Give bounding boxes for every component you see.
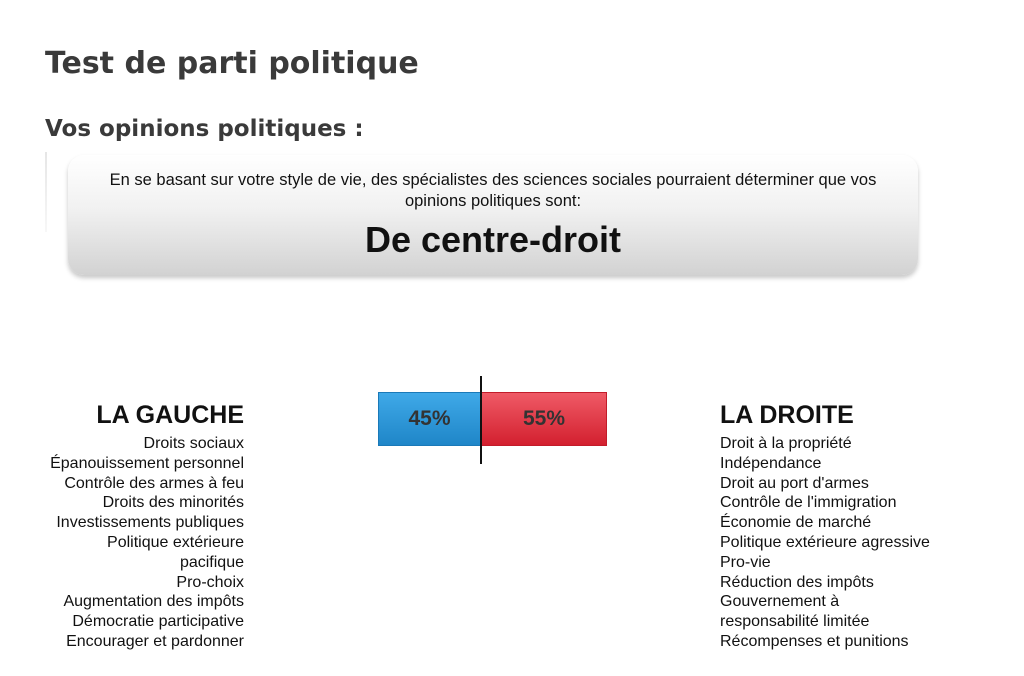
left-item: pacifique xyxy=(179,553,244,571)
left-item: Pro-choix xyxy=(176,573,244,591)
result-value: De centre-droit xyxy=(364,219,622,260)
left-percent-bar: 45% xyxy=(378,392,481,446)
center-divider-line xyxy=(480,376,482,464)
right-percent-label: 55% xyxy=(522,407,566,430)
right-percent-bar: 55% xyxy=(481,392,607,446)
right-item: Droit à la propriété xyxy=(720,435,852,452)
left-item: Encourager et pardonner xyxy=(66,632,244,650)
right-item: responsabilité limitée xyxy=(720,613,870,631)
left-item: Droits des minorités xyxy=(102,494,244,512)
left-item: Investissements publiques xyxy=(56,514,244,532)
page-title: Test de parti politique xyxy=(45,46,419,82)
left-item: Droits sociaux xyxy=(143,435,244,452)
left-percent-label: 45% xyxy=(408,407,451,430)
right-item: Pro-vie xyxy=(720,553,771,571)
decorative-side-rule xyxy=(45,152,47,232)
right-item: Indépendance xyxy=(720,454,822,472)
right-items-list: Droit à la propriété Indépendance Droit … xyxy=(720,434,950,652)
left-item: Augmentation des impôts xyxy=(63,593,244,611)
left-item: Démocratie participative xyxy=(72,613,244,631)
result-intro-text: En se basant sur votre style de vie, des… xyxy=(109,171,877,210)
right-item: Politique extérieure agressive xyxy=(720,533,930,551)
left-item: Contrôle des armes à feu xyxy=(64,474,244,492)
right-column-title: LA DROITE xyxy=(720,401,854,429)
right-item: Réduction des impôts xyxy=(720,573,874,591)
left-column-title: LA GAUCHE xyxy=(96,401,244,429)
right-item: Économie de marché xyxy=(720,514,872,532)
left-item: Politique extérieure xyxy=(107,533,244,551)
spectrum-bar: 45% 55% xyxy=(378,392,607,446)
left-items-list: Droits sociaux Épanouissement personnel … xyxy=(44,434,244,652)
right-item: Gouvernement à xyxy=(720,593,840,611)
right-item: Droit au port d'armes xyxy=(720,474,869,492)
right-item: Contrôle de l'immigration xyxy=(720,494,897,512)
result-box: En se basant sur votre style de vie, des… xyxy=(68,155,918,275)
section-title: Vos opinions politiques : xyxy=(45,116,364,143)
left-item: Épanouissement personnel xyxy=(50,454,244,472)
right-item: Récompenses et punitions xyxy=(720,632,909,650)
